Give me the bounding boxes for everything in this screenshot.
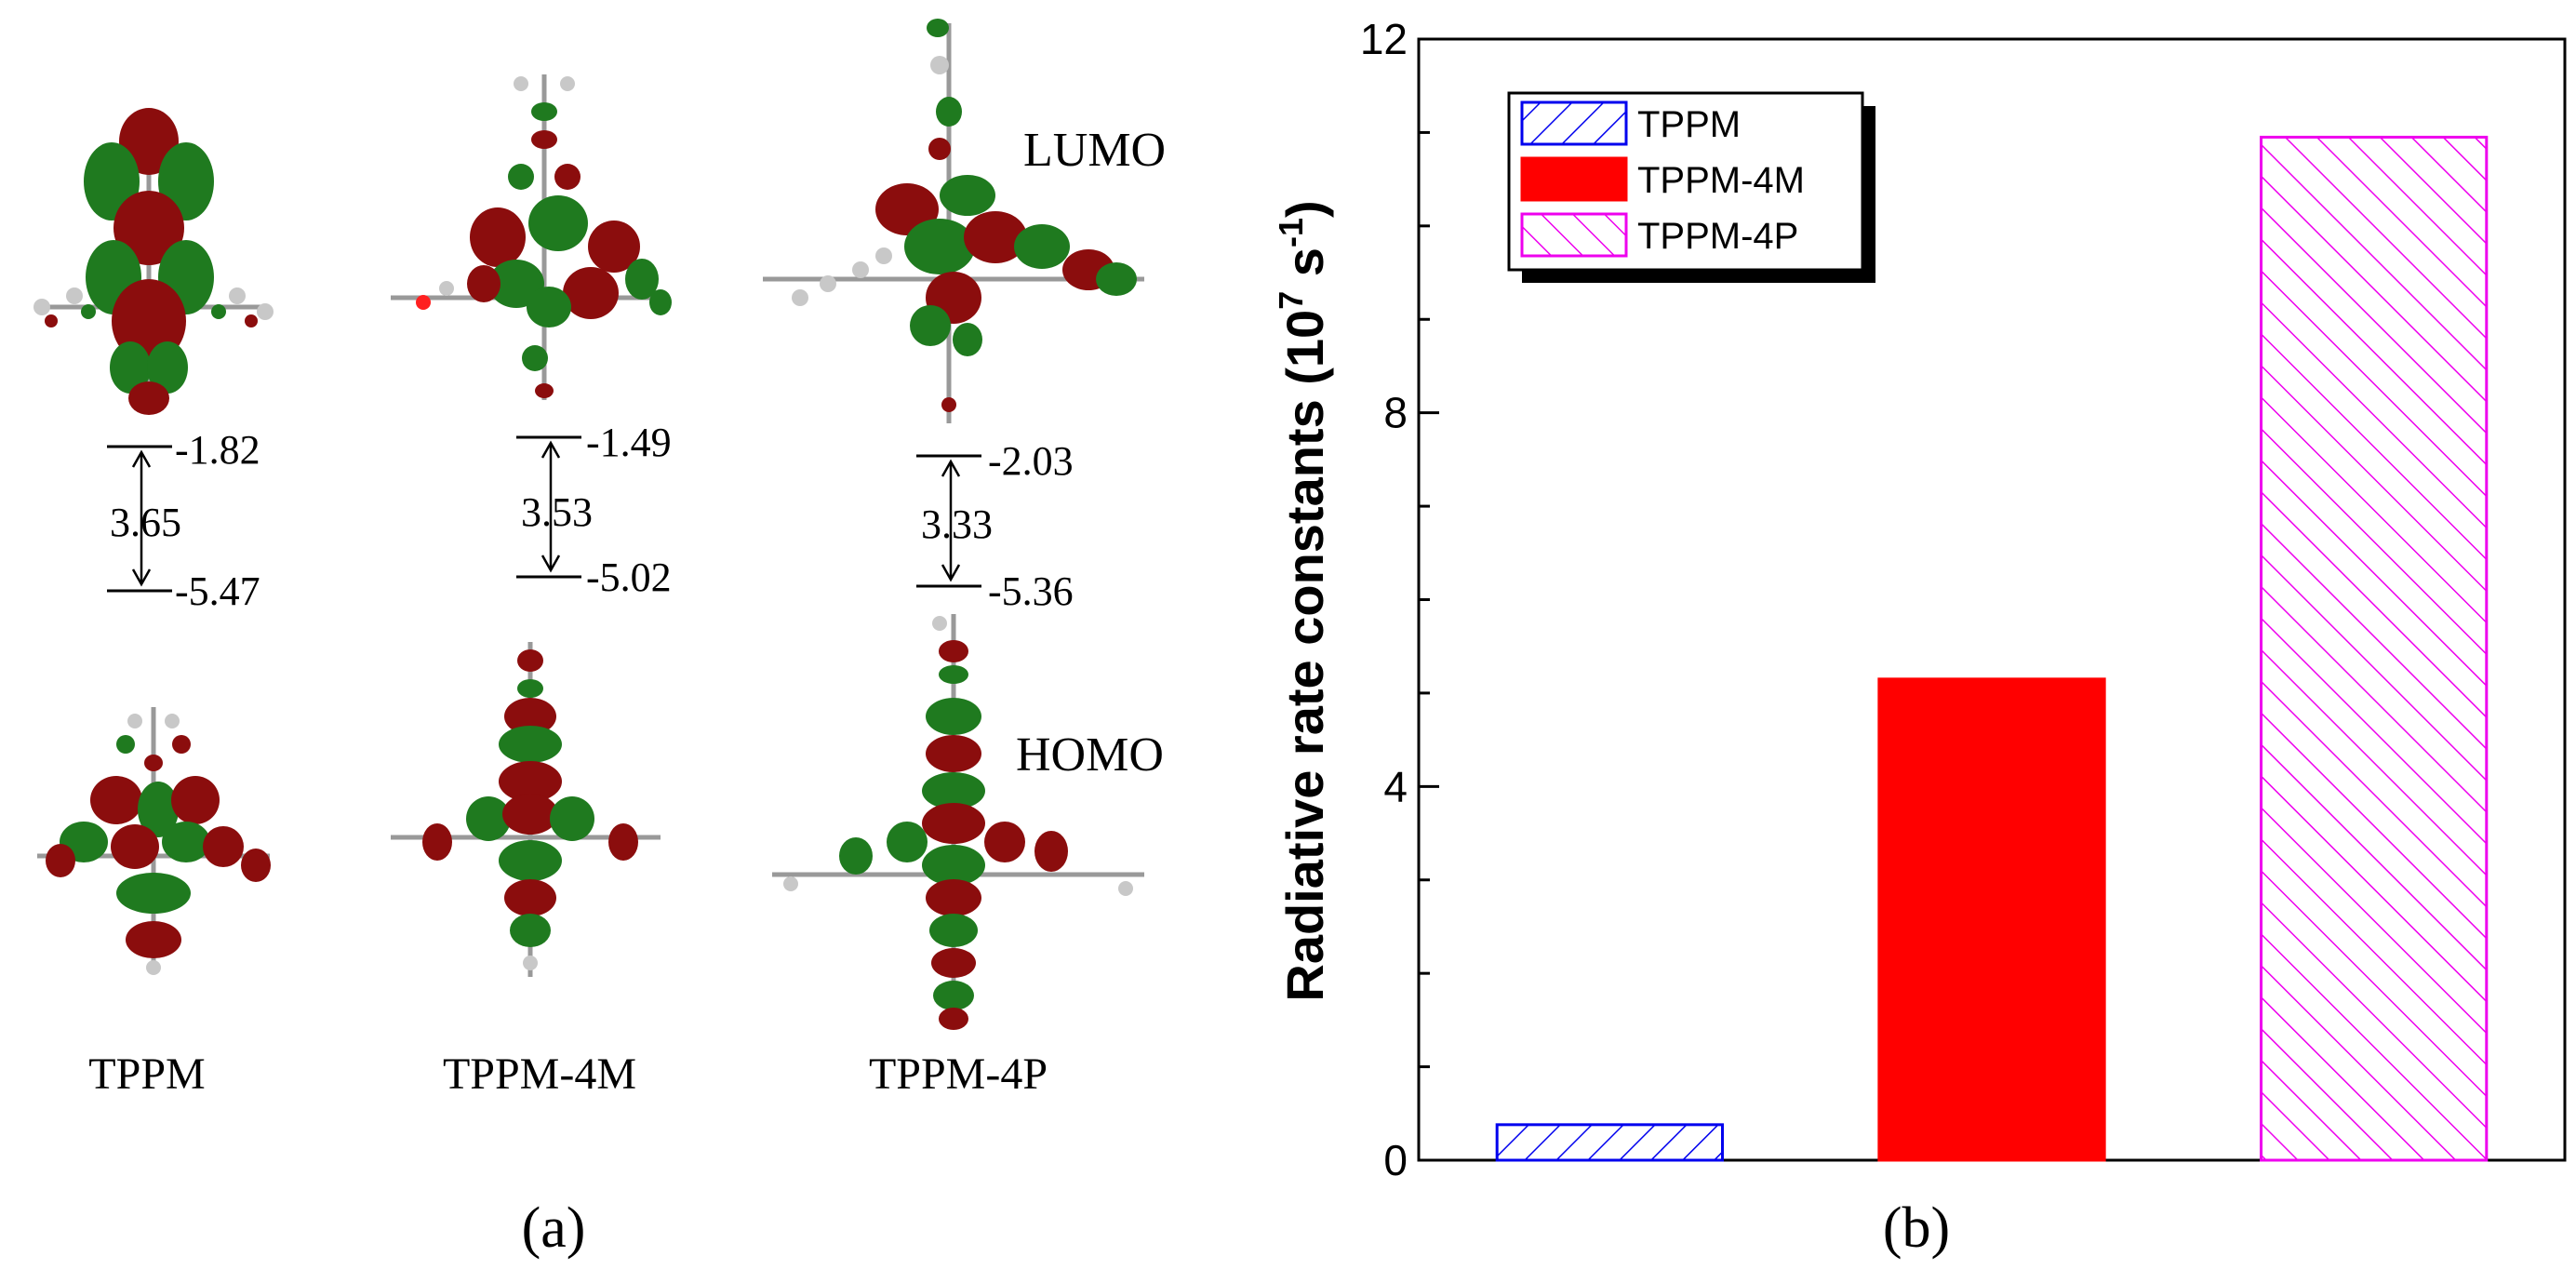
tppm-4m-homo-energy: -5.02 — [586, 555, 672, 600]
panel-a-orbitals: LUMO HOMO — [33, 19, 1166, 1260]
y-tick-label: 0 — [1383, 1136, 1408, 1184]
tppm-4m-lumo-orbital — [391, 74, 672, 400]
tppm-4p-lumo-energy: -2.03 — [988, 438, 1074, 484]
tppm-homo-energy: -5.47 — [175, 568, 260, 614]
panel-b-caption: (b) — [1883, 1196, 1950, 1260]
legend-label-tppm-4m: TPPM-4M — [1637, 160, 1805, 201]
tppm-4p-lumo-orbital — [763, 19, 1144, 423]
y-axis-label-main: Radiative rate constants (10 — [1275, 310, 1334, 1002]
legend-item-tppm-4m: TPPM-4M — [1520, 156, 1805, 202]
bar-tppm-4p — [2260, 135, 2489, 1162]
legend: TPPM TPPM-4M TPPM-4P — [1507, 91, 1875, 283]
legend-swatch-tppm-4m — [1520, 156, 1628, 202]
energy-diagram-tppm: -1.82 -5.47 3.65 — [107, 427, 260, 614]
legend-item-tppm-4p: TPPM-4P — [1520, 212, 1798, 258]
tppm-4m-lumo-energy: -1.49 — [586, 420, 672, 465]
legend-item-tppm: TPPM — [1520, 100, 1741, 146]
legend-swatch-tppm-4p — [1520, 212, 1628, 258]
legend-label-tppm-4p: TPPM-4P — [1637, 216, 1798, 257]
y-tick-label: 4 — [1383, 762, 1408, 810]
panel-b-chart: 0 4 8 12 Radiative rate constants (107 s-1)… — [1272, 15, 2567, 1260]
y-tick-label: 8 — [1383, 389, 1408, 437]
y-axis-label-end: ) — [1275, 200, 1334, 218]
legend-label-tppm: TPPM — [1637, 104, 1741, 145]
bars — [1495, 135, 2489, 1162]
panel-a-caption: (a) — [522, 1196, 586, 1260]
tppm-gap: 3.65 — [110, 500, 181, 545]
tppm-4p-homo-energy: -5.36 — [988, 568, 1074, 614]
molecule-name-tppm: TPPM — [88, 1049, 205, 1099]
homo-label: HOMO — [1016, 728, 1164, 782]
tppm-lumo-energy: -1.82 — [175, 427, 260, 473]
y-axis-label-mid: s — [1275, 247, 1334, 291]
legend-swatch-tppm — [1520, 100, 1628, 146]
tppm-4m-homo-orbital — [391, 642, 661, 977]
energy-diagram-tppm-4m: -1.49 -5.02 3.53 — [516, 420, 672, 600]
molecule-name-tppm-4p: TPPM-4P — [869, 1049, 1048, 1099]
tppm-4p-gap: 3.33 — [921, 501, 993, 547]
y-tick-label: 12 — [1360, 15, 1408, 63]
bar-tppm-4m — [1877, 677, 2106, 1162]
y-axis-label-exp2: -1 — [1272, 218, 1310, 247]
bar-tppm — [1495, 1123, 1724, 1162]
tppm-lumo-orbital — [33, 108, 274, 415]
y-axis-label-exp1: 7 — [1272, 291, 1310, 310]
tppm-4m-gap: 3.53 — [521, 489, 593, 535]
y-axis-label: Radiative rate constants (107 s-1) — [1272, 200, 1334, 1001]
tppm-4p-homo-orbital — [772, 614, 1144, 1030]
lumo-label: LUMO — [1023, 124, 1166, 177]
energy-diagram-tppm-4p: -2.03 -5.36 3.33 — [916, 438, 1074, 614]
y-axis-ticks: 0 4 8 12 — [1360, 15, 1439, 1184]
molecule-name-tppm-4m: TPPM-4M — [443, 1049, 636, 1099]
tppm-homo-orbital — [37, 707, 271, 975]
